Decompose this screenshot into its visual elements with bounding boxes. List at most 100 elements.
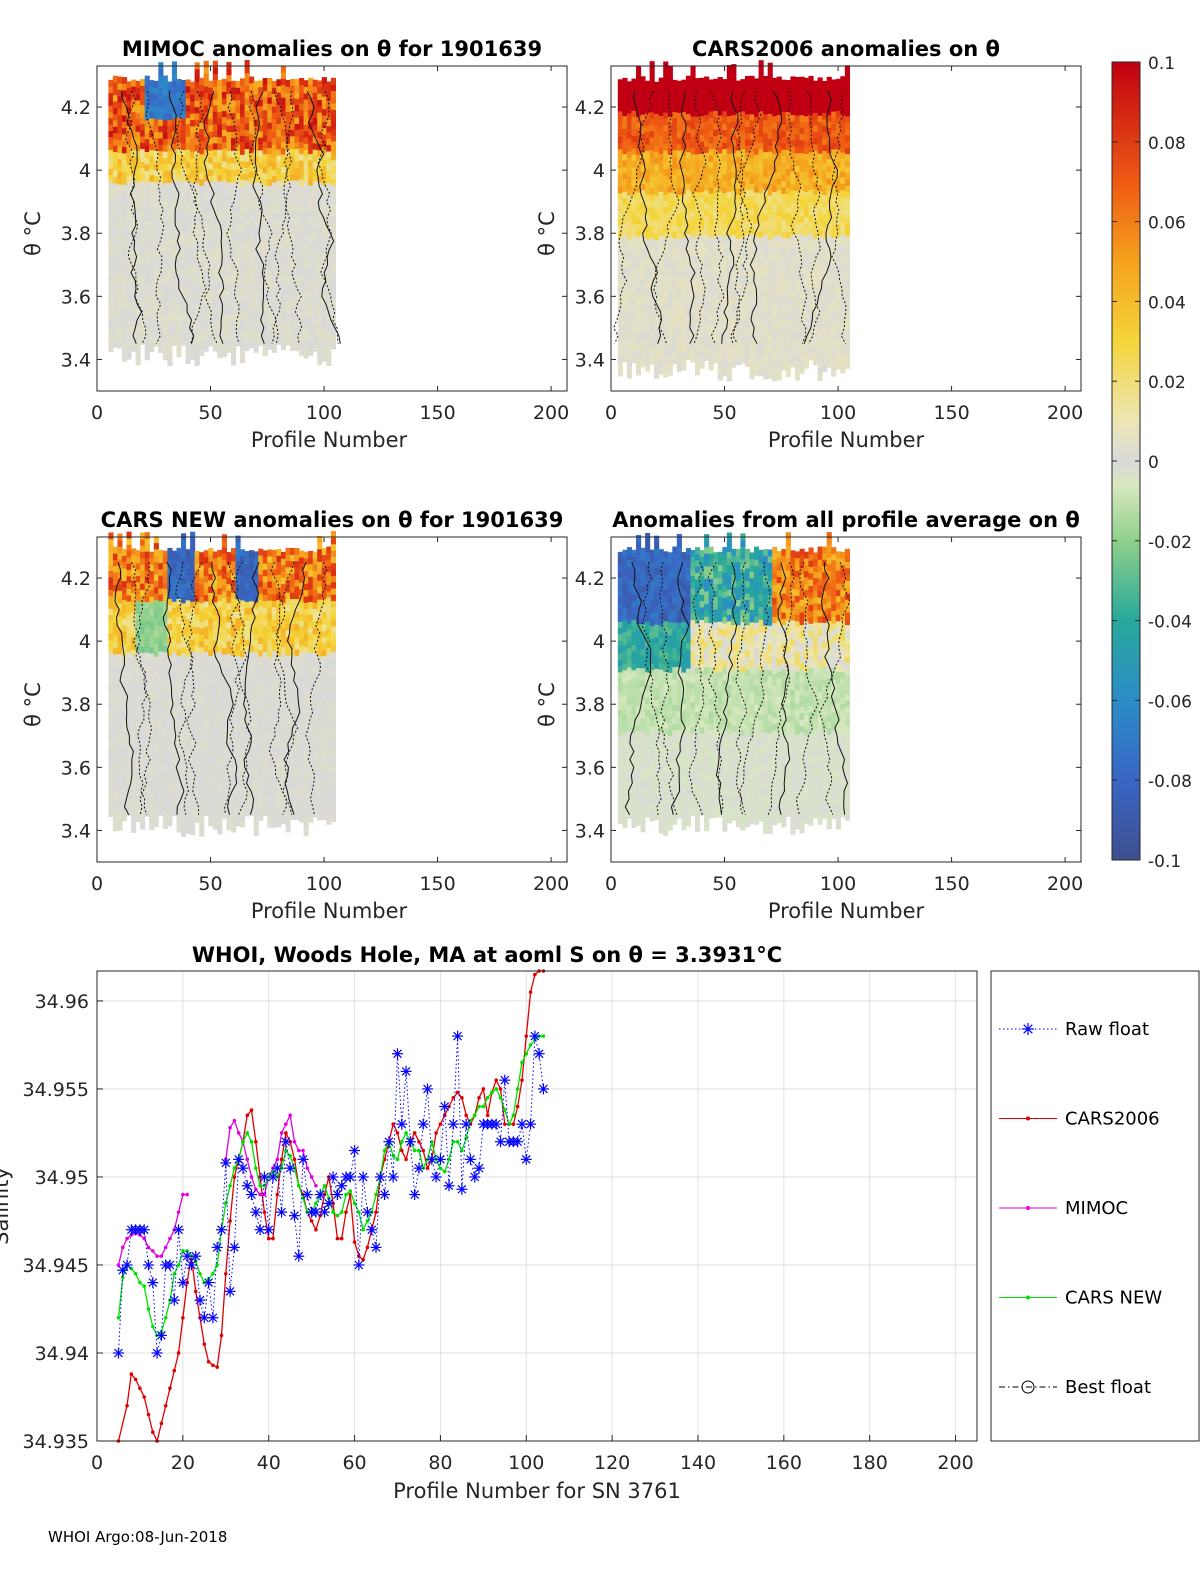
heatmap-cell — [804, 115, 810, 123]
heatmap-cell — [231, 308, 237, 315]
heatmap-cell — [126, 81, 132, 89]
heatmap-cell — [808, 189, 814, 197]
heatmap-cell — [303, 187, 309, 195]
heatmap-cell — [167, 144, 173, 152]
heatmap-cell — [667, 223, 673, 231]
heatmap-cell — [626, 321, 632, 329]
y-tick-label: 3.4 — [575, 349, 605, 371]
heatmap-cell — [722, 249, 728, 257]
heatmap-cell — [731, 139, 737, 147]
heatmap-cell — [726, 285, 732, 293]
heatmap-cell — [681, 288, 687, 295]
heatmap-cell — [790, 120, 796, 128]
heatmap-cell — [690, 223, 696, 231]
heatmap-cell — [235, 131, 241, 139]
heatmap-cell — [704, 158, 710, 166]
heatmap-cell — [794, 304, 800, 312]
heatmap-cell — [312, 174, 318, 182]
heatmap-cell — [267, 223, 273, 230]
heatmap-cell — [122, 102, 128, 110]
heatmap-cell — [640, 221, 646, 229]
heatmap-cell — [731, 322, 737, 330]
heatmap-cell — [654, 264, 660, 272]
heatmap-cell — [158, 87, 164, 95]
heatmap-cell — [112, 277, 118, 285]
heatmap-cell — [153, 118, 159, 126]
heatmap-cell — [226, 282, 232, 290]
heatmap-cell — [717, 367, 723, 375]
heatmap-cell — [131, 268, 137, 276]
heatmap-cell — [717, 291, 723, 299]
heatmap-cell — [649, 99, 655, 106]
heatmap-cell — [767, 365, 773, 373]
heatmap-cell — [813, 282, 819, 290]
heatmap-cell — [676, 125, 682, 132]
heatmap-cell — [112, 309, 118, 317]
heatmap-cell — [217, 124, 223, 131]
heatmap-cell — [763, 322, 769, 329]
heatmap-cell — [258, 149, 264, 157]
heatmap-cell — [208, 143, 214, 151]
heatmap-cell — [258, 339, 264, 346]
heatmap-cell — [631, 350, 637, 357]
heatmap-cell — [745, 76, 751, 83]
heatmap-cell — [822, 87, 828, 95]
heatmap-cell — [681, 256, 687, 264]
heatmap-cell — [699, 140, 705, 148]
heatmap-cell — [617, 237, 623, 244]
heatmap-cell — [690, 311, 696, 319]
heatmap-cell — [203, 67, 209, 74]
heatmap-cell — [190, 132, 196, 139]
heatmap-cell — [208, 169, 214, 176]
heatmap-cell — [140, 123, 146, 131]
heatmap-cell — [817, 172, 823, 179]
heatmap-cell — [249, 190, 255, 197]
heatmap-cell — [181, 99, 187, 106]
heatmap-cell — [776, 284, 782, 292]
heatmap-cell — [153, 251, 159, 259]
heatmap-cell — [813, 131, 819, 139]
heatmap-cell — [231, 169, 237, 177]
heatmap-cell — [280, 210, 286, 218]
heatmap-cell — [308, 210, 314, 218]
heatmap-cell — [221, 211, 227, 219]
heatmap-cell — [262, 330, 268, 338]
heatmap-cell — [704, 152, 710, 160]
heatmap-cell — [799, 303, 805, 311]
heatmap-cell — [767, 239, 773, 247]
heatmap-cell — [240, 229, 246, 237]
heatmap-cell — [258, 320, 264, 328]
heatmap-cell — [303, 219, 309, 226]
heatmap-cell — [308, 141, 314, 148]
heatmap-cell — [835, 230, 841, 238]
y-tick-label: 3.4 — [61, 349, 91, 371]
heatmap-cell — [285, 338, 291, 346]
heatmap-cell — [171, 92, 177, 100]
heatmap-cell — [140, 337, 146, 345]
heatmap-cell — [167, 226, 173, 234]
heatmap-cell — [763, 290, 769, 298]
heatmap-cell — [122, 757, 128, 765]
heatmap-cell — [235, 238, 241, 246]
heatmap-cell — [199, 204, 205, 211]
heatmap-cell — [776, 240, 782, 248]
heatmap-cell — [131, 750, 137, 758]
heatmap-cell — [749, 88, 755, 96]
heatmap-cell — [122, 297, 128, 305]
heatmap-cell — [695, 153, 701, 161]
heatmap-cell — [844, 235, 850, 243]
heatmap-cell — [171, 200, 177, 208]
heatmap-cell — [813, 206, 819, 214]
heatmap-cell — [167, 132, 173, 139]
heatmap-cell — [203, 243, 209, 251]
heatmap-cell — [626, 308, 632, 316]
heatmap-cell — [294, 123, 300, 131]
heatmap-cell — [258, 86, 264, 94]
heatmap-cell — [153, 181, 159, 189]
heatmap-cell — [167, 359, 173, 367]
heatmap-cell — [658, 361, 664, 369]
heatmap-cell — [212, 294, 218, 302]
heatmap-cell — [212, 250, 218, 257]
heatmap-cell — [740, 110, 746, 118]
heatmap-cell — [131, 586, 137, 594]
